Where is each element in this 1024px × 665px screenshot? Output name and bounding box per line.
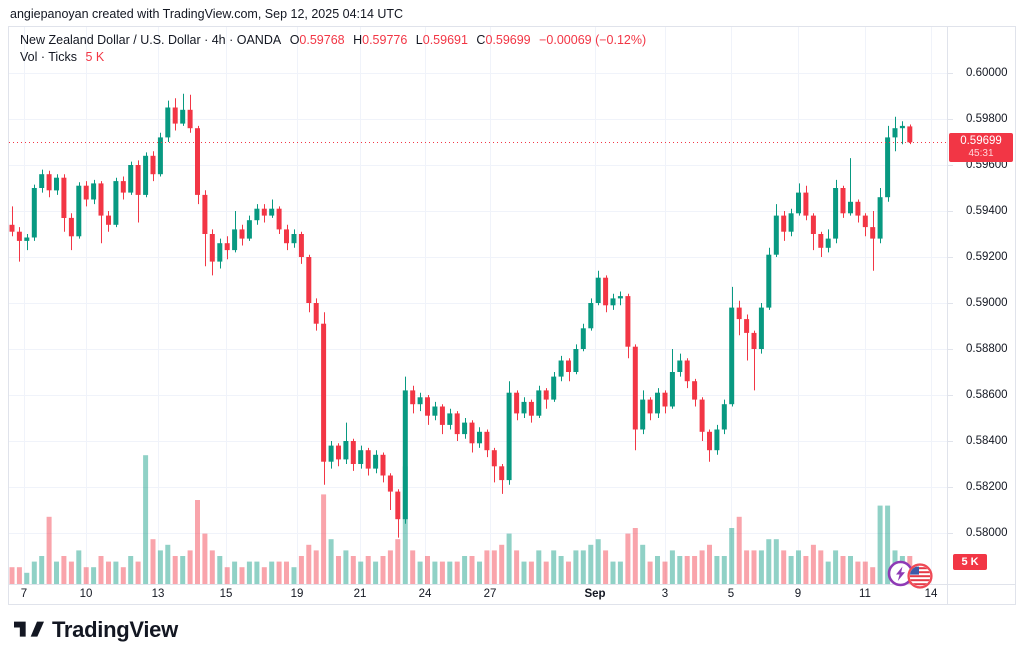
close-value: 0.59699 bbox=[485, 33, 531, 47]
date-tick-label: 5 bbox=[727, 588, 735, 600]
symbol-legend[interactable]: New Zealand Dollar / U.S. Dollar · 4h · … bbox=[20, 32, 646, 66]
price-tick-label: 0.59800 bbox=[966, 112, 1008, 125]
price-tick-label: 0.58000 bbox=[966, 526, 1008, 539]
tradingview-logo-text: TradingView bbox=[52, 617, 178, 642]
date-tick-label: 21 bbox=[353, 588, 367, 600]
low-label: L bbox=[415, 33, 423, 47]
last-price-badge: 0.59699 45:31 bbox=[949, 132, 1013, 162]
grid-layer bbox=[9, 27, 953, 584]
bar-countdown: 45:31 bbox=[968, 147, 994, 159]
candles-layer bbox=[9, 93, 913, 538]
date-tick-label: 9 bbox=[794, 588, 802, 600]
open-label: O bbox=[289, 33, 300, 47]
symbol-title: New Zealand Dollar / U.S. Dollar · 4h · … bbox=[20, 33, 282, 47]
date-tick-label: Sep bbox=[584, 588, 606, 600]
close-label: C bbox=[476, 33, 486, 47]
volume-value: 5 K bbox=[85, 50, 105, 64]
price-tick-label: 0.59200 bbox=[966, 250, 1008, 263]
legend-volume-row: Vol · Ticks 5 K bbox=[20, 49, 646, 66]
price-tick-label: 0.58200 bbox=[966, 480, 1008, 493]
price-tick-label: 0.59400 bbox=[966, 204, 1008, 217]
volume-label: Vol · Ticks bbox=[20, 50, 77, 64]
price-tick-label: 0.60000 bbox=[966, 66, 1008, 79]
date-tick-label: 14 bbox=[924, 588, 938, 600]
date-tick-label: 19 bbox=[290, 588, 304, 600]
legend-symbol-row: New Zealand Dollar / U.S. Dollar · 4h · … bbox=[20, 32, 646, 49]
date-tick-label: 7 bbox=[20, 588, 28, 600]
attribution-text: angiepanoyan created with TradingView.co… bbox=[10, 7, 404, 21]
date-tick-label: 3 bbox=[661, 588, 669, 600]
price-tick-label: 0.59000 bbox=[966, 296, 1008, 309]
price-tick-label: 0.58800 bbox=[966, 342, 1008, 355]
price-tick-label: 0.58400 bbox=[966, 434, 1008, 447]
change-value: −0.00069 (−0.12%) bbox=[539, 33, 647, 47]
price-tick-label: 0.58600 bbox=[966, 388, 1008, 401]
high-label: H bbox=[353, 33, 363, 47]
us-flag-event-icon[interactable] bbox=[907, 563, 933, 589]
candlestick-chart[interactable] bbox=[9, 27, 1015, 604]
tradingview-logo-mark bbox=[14, 621, 44, 637]
open-value: 0.59768 bbox=[299, 33, 345, 47]
high-value: 0.59776 bbox=[362, 33, 408, 47]
price-tick-label: 0.59600 bbox=[966, 158, 1008, 171]
date-tick-label: 24 bbox=[418, 588, 432, 600]
date-tick-label: 10 bbox=[79, 588, 93, 600]
low-value: 0.59691 bbox=[422, 33, 468, 47]
date-tick-label: 15 bbox=[219, 588, 233, 600]
volume-layer bbox=[9, 455, 913, 584]
date-tick-label: 13 bbox=[151, 588, 165, 600]
tradingview-logo[interactable]: TradingView bbox=[14, 617, 178, 643]
date-tick-label: 11 bbox=[859, 588, 871, 600]
last-price-value: 0.59699 bbox=[960, 134, 1002, 147]
last-volume-badge: 5 K bbox=[953, 554, 987, 570]
date-tick-label: 27 bbox=[483, 588, 497, 600]
chart-frame: New Zealand Dollar / U.S. Dollar · 4h · … bbox=[8, 26, 1016, 605]
